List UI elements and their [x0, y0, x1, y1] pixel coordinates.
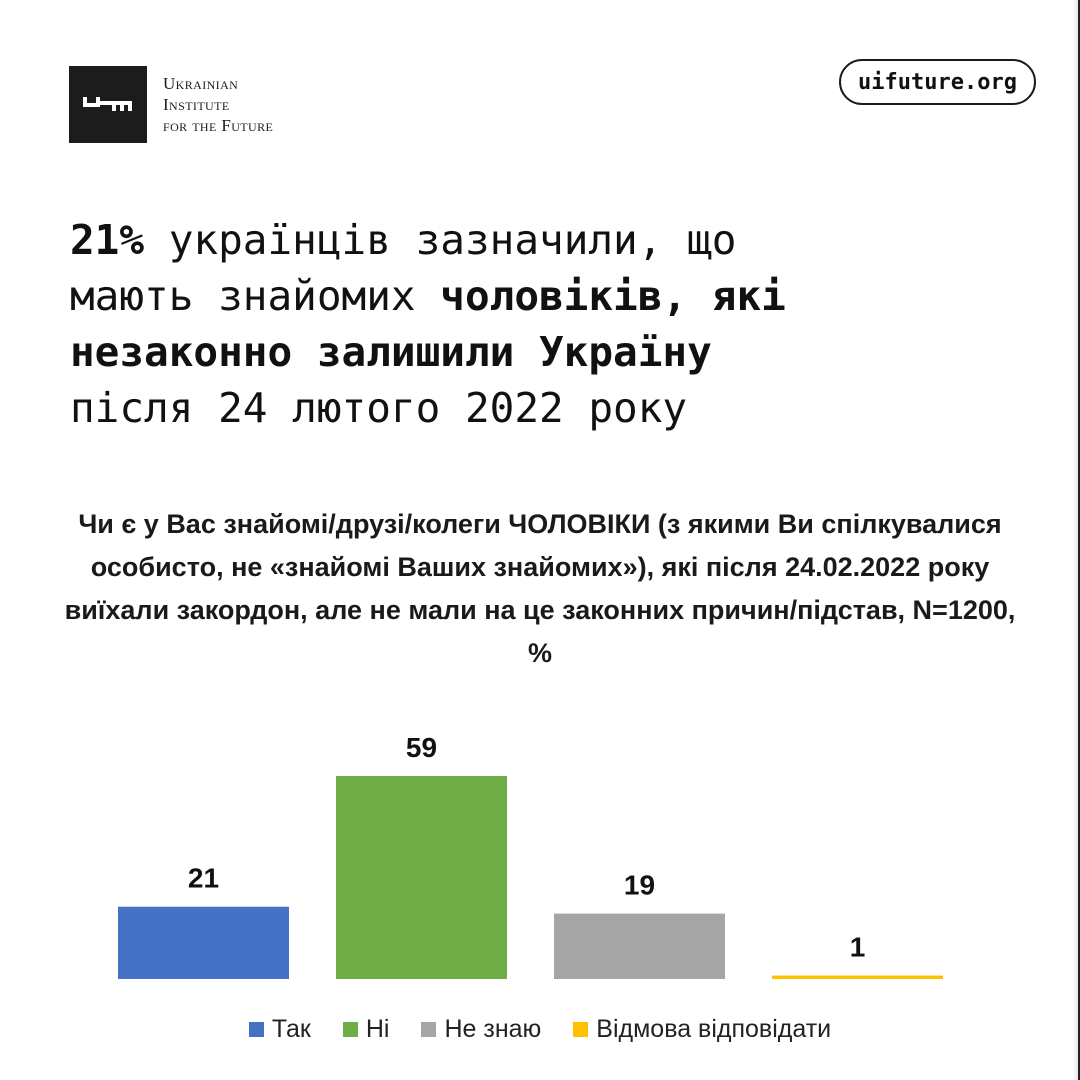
headline-line-3-bold: незаконно залишили Україну: [70, 328, 712, 376]
headline-line-4-regular: після 24 лютого 2022 року: [70, 384, 688, 432]
legend-swatch-yes: [248, 1022, 264, 1037]
bar-dont-know: [554, 913, 725, 979]
value-label-no: 59: [406, 732, 437, 763]
value-label-dont-know: 19: [624, 870, 655, 901]
value-label-yes: 21: [188, 863, 219, 894]
headline-line-2: мають знайомих чоловіків, які: [70, 268, 1000, 324]
logo-mark: [69, 66, 147, 143]
value-label-refusal: 1: [850, 932, 866, 963]
logo-line-2: Institute: [163, 95, 230, 114]
legend-swatch-no: [342, 1022, 358, 1037]
bar-no: [336, 776, 507, 979]
headline-line-1-rest: українців зазначили, що: [144, 216, 737, 264]
institute-logo[interactable]: Ukrainian Institute for the Future: [69, 66, 273, 143]
headline-line-1: 21% українців зазначили, що: [70, 212, 1000, 268]
legend-swatch-refusal: [573, 1022, 589, 1037]
legend-item-yes: Так: [248, 1015, 311, 1044]
chart-legend: Так Ні Не знаю Відмова відповідати: [0, 1015, 1080, 1044]
survey-question: Чи є у Вас знайомі/друзі/колеги ЧОЛОВІКИ…: [64, 509, 1016, 668]
headline-line-2-bold: чоловіків, які: [440, 272, 786, 320]
key-icon: [83, 97, 132, 111]
legend-label-refusal: Відмова відповідати: [596, 1015, 832, 1043]
right-edge-line: [1078, 0, 1080, 1080]
headline-line-2-regular: мають знайомих: [70, 272, 441, 320]
right-edge-shadow: [1072, 0, 1078, 1080]
legend-item-refusal: Відмова відповідати: [573, 1015, 831, 1044]
logo-line-1: Ukrainian: [163, 74, 239, 93]
logo-line-3: for the Future: [163, 116, 274, 135]
headline-percent: 21%: [70, 216, 145, 264]
legend-item-dont-know: Не знаю: [421, 1015, 541, 1044]
logo-wordmark: Ukrainian Institute for the Future: [163, 73, 273, 136]
bar-refusal: [772, 975, 943, 979]
bars-group: [118, 776, 943, 979]
headline: 21% українців зазначили, що мають знайом…: [70, 212, 1000, 436]
headline-line-3: незаконно залишили Україну: [70, 324, 1000, 380]
bar-yes: [118, 906, 289, 979]
legend-label-yes: Так: [271, 1015, 311, 1043]
headline-line-4: після 24 лютого 2022 року: [70, 380, 1000, 436]
value-labels-group: 21 59 19 1: [188, 732, 865, 963]
legend-label-no: Ні: [365, 1015, 390, 1043]
legend-swatch-dont-know: [421, 1022, 437, 1037]
legend-label-dont-know: Не знаю: [444, 1015, 542, 1043]
website-link[interactable]: uifuture.org: [839, 59, 1036, 105]
legend-item-no: Ні: [342, 1015, 390, 1044]
